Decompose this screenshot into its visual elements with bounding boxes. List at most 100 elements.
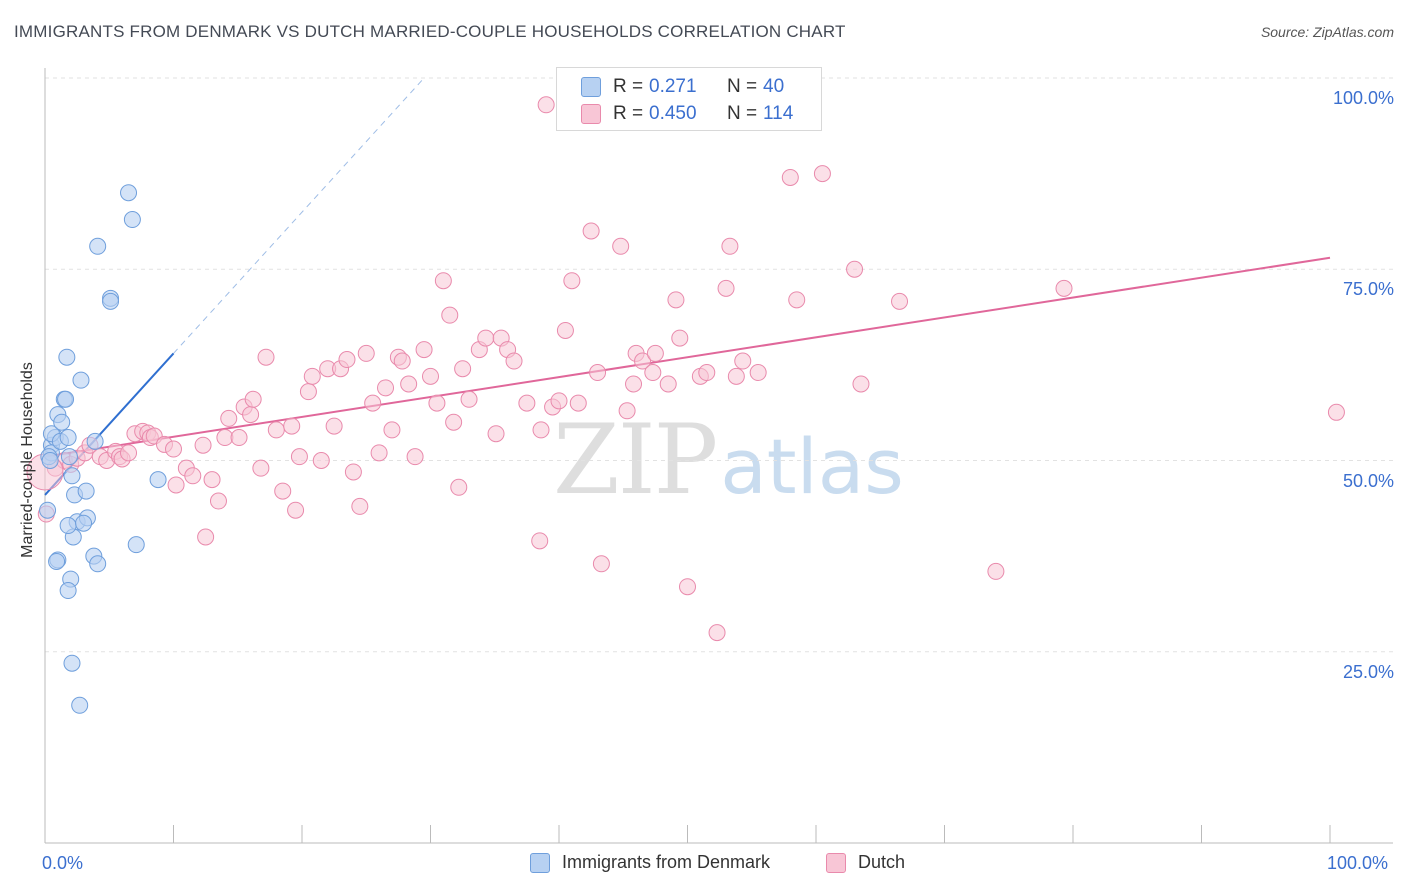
denmark-point bbox=[63, 467, 81, 485]
axes bbox=[44, 68, 1393, 844]
x-tick-label-min: 0.0% bbox=[42, 853, 84, 873]
dutch-point bbox=[618, 402, 636, 420]
dutch-point bbox=[244, 390, 262, 408]
watermark: ZIPatlas bbox=[553, 404, 904, 516]
dutch-point bbox=[351, 497, 369, 515]
dutch-point bbox=[252, 459, 270, 477]
denmark-point bbox=[48, 552, 66, 570]
dutch-point bbox=[299, 383, 317, 401]
denmark-point bbox=[75, 514, 93, 532]
dutch-point bbox=[679, 578, 696, 596]
y-axis-label: Married-couple Households bbox=[19, 362, 36, 558]
dutch-point bbox=[312, 452, 330, 469]
denmark-point bbox=[72, 371, 90, 389]
dutch-point bbox=[987, 562, 1005, 580]
denmark-point bbox=[77, 482, 95, 500]
dutch-point bbox=[813, 165, 831, 183]
bottom-legend-denmark: Immigrants from Denmark bbox=[530, 852, 770, 873]
denmark-point bbox=[149, 471, 167, 489]
x-tick-label-max: 100.0% bbox=[1327, 853, 1389, 873]
dutch-point bbox=[377, 379, 395, 397]
gridlines bbox=[45, 77, 1393, 653]
legend-r-value: 0.450 bbox=[649, 103, 697, 124]
dutch-point bbox=[734, 352, 752, 370]
dutch-point bbox=[406, 448, 424, 466]
dutch-point bbox=[338, 351, 356, 369]
legend-n-label: N = bbox=[727, 103, 758, 124]
dutch-point bbox=[165, 440, 182, 458]
dutch-point bbox=[434, 272, 452, 290]
legend-r-label: R = bbox=[613, 103, 644, 124]
dutch-point bbox=[167, 476, 185, 494]
denmark-trend-extension bbox=[173, 77, 425, 354]
dutch-point bbox=[220, 409, 238, 427]
dutch-point bbox=[120, 444, 138, 462]
dutch-point bbox=[303, 367, 321, 385]
dutch-point bbox=[257, 348, 275, 366]
dutch-point bbox=[197, 528, 215, 546]
dutch-point bbox=[846, 260, 864, 278]
dutch-point bbox=[532, 421, 550, 439]
dutch-point bbox=[454, 360, 472, 378]
dutch-point bbox=[891, 292, 909, 310]
denmark-point bbox=[39, 501, 57, 519]
bottom-legend-swatch-pink bbox=[826, 852, 846, 873]
dutch-point bbox=[287, 501, 305, 519]
y-tick-label: 75.0% bbox=[1342, 279, 1394, 300]
denmark-point bbox=[127, 536, 145, 554]
dutch-point bbox=[477, 329, 495, 347]
dutch-point bbox=[1327, 403, 1345, 421]
legend-n-value: 114 bbox=[763, 103, 794, 124]
dutch-point bbox=[344, 463, 362, 481]
dutch-point bbox=[184, 467, 202, 485]
dutch-point bbox=[415, 341, 433, 359]
dutch-point bbox=[592, 555, 610, 573]
dutch-point bbox=[646, 344, 664, 362]
dutch-point bbox=[216, 429, 234, 447]
dutch-point bbox=[671, 329, 689, 347]
dutch-point bbox=[209, 492, 227, 510]
dutch-point bbox=[721, 237, 739, 255]
dutch-point bbox=[194, 436, 212, 454]
legend-swatch-pink bbox=[581, 104, 601, 124]
dutch-point bbox=[274, 482, 292, 500]
dutch-point bbox=[717, 279, 735, 297]
dutch-point bbox=[370, 444, 388, 462]
dutch-point bbox=[556, 321, 574, 339]
denmark-point bbox=[123, 211, 141, 229]
denmark-point bbox=[53, 413, 71, 431]
dutch-point bbox=[612, 237, 630, 255]
denmark-point bbox=[89, 237, 107, 255]
dutch-point bbox=[569, 394, 587, 412]
denmark-point bbox=[41, 452, 59, 469]
denmark-point bbox=[59, 517, 77, 535]
watermark-zip: ZIP bbox=[553, 404, 718, 516]
dutch-point bbox=[781, 168, 799, 186]
dutch-point bbox=[625, 375, 643, 393]
legend-r-value: 0.271 bbox=[649, 76, 697, 97]
denmark-point bbox=[59, 429, 77, 447]
dutch-point bbox=[589, 364, 607, 382]
dutch-point bbox=[634, 352, 652, 370]
dutch-point bbox=[531, 532, 549, 550]
dutch-point bbox=[460, 390, 478, 408]
bottom-legend-swatch-blue bbox=[530, 852, 550, 873]
denmark-point bbox=[57, 390, 75, 408]
legend-n-label: N = bbox=[727, 76, 758, 97]
denmark-point bbox=[120, 184, 138, 202]
dutch-point bbox=[749, 364, 767, 382]
dutch-point bbox=[445, 413, 463, 431]
denmark-point bbox=[59, 582, 77, 600]
dutch-point bbox=[230, 429, 248, 447]
dutch-point bbox=[667, 291, 685, 309]
dutch-point bbox=[708, 624, 726, 642]
dutch-point bbox=[505, 352, 523, 370]
dutch-point bbox=[1055, 279, 1073, 297]
dutch-point bbox=[290, 448, 308, 466]
dutch-point bbox=[393, 352, 411, 370]
dutch-point bbox=[487, 425, 505, 443]
bottom-legend-label: Dutch bbox=[858, 852, 906, 872]
legend-n-value: 40 bbox=[763, 76, 785, 97]
dutch-point bbox=[582, 222, 600, 240]
